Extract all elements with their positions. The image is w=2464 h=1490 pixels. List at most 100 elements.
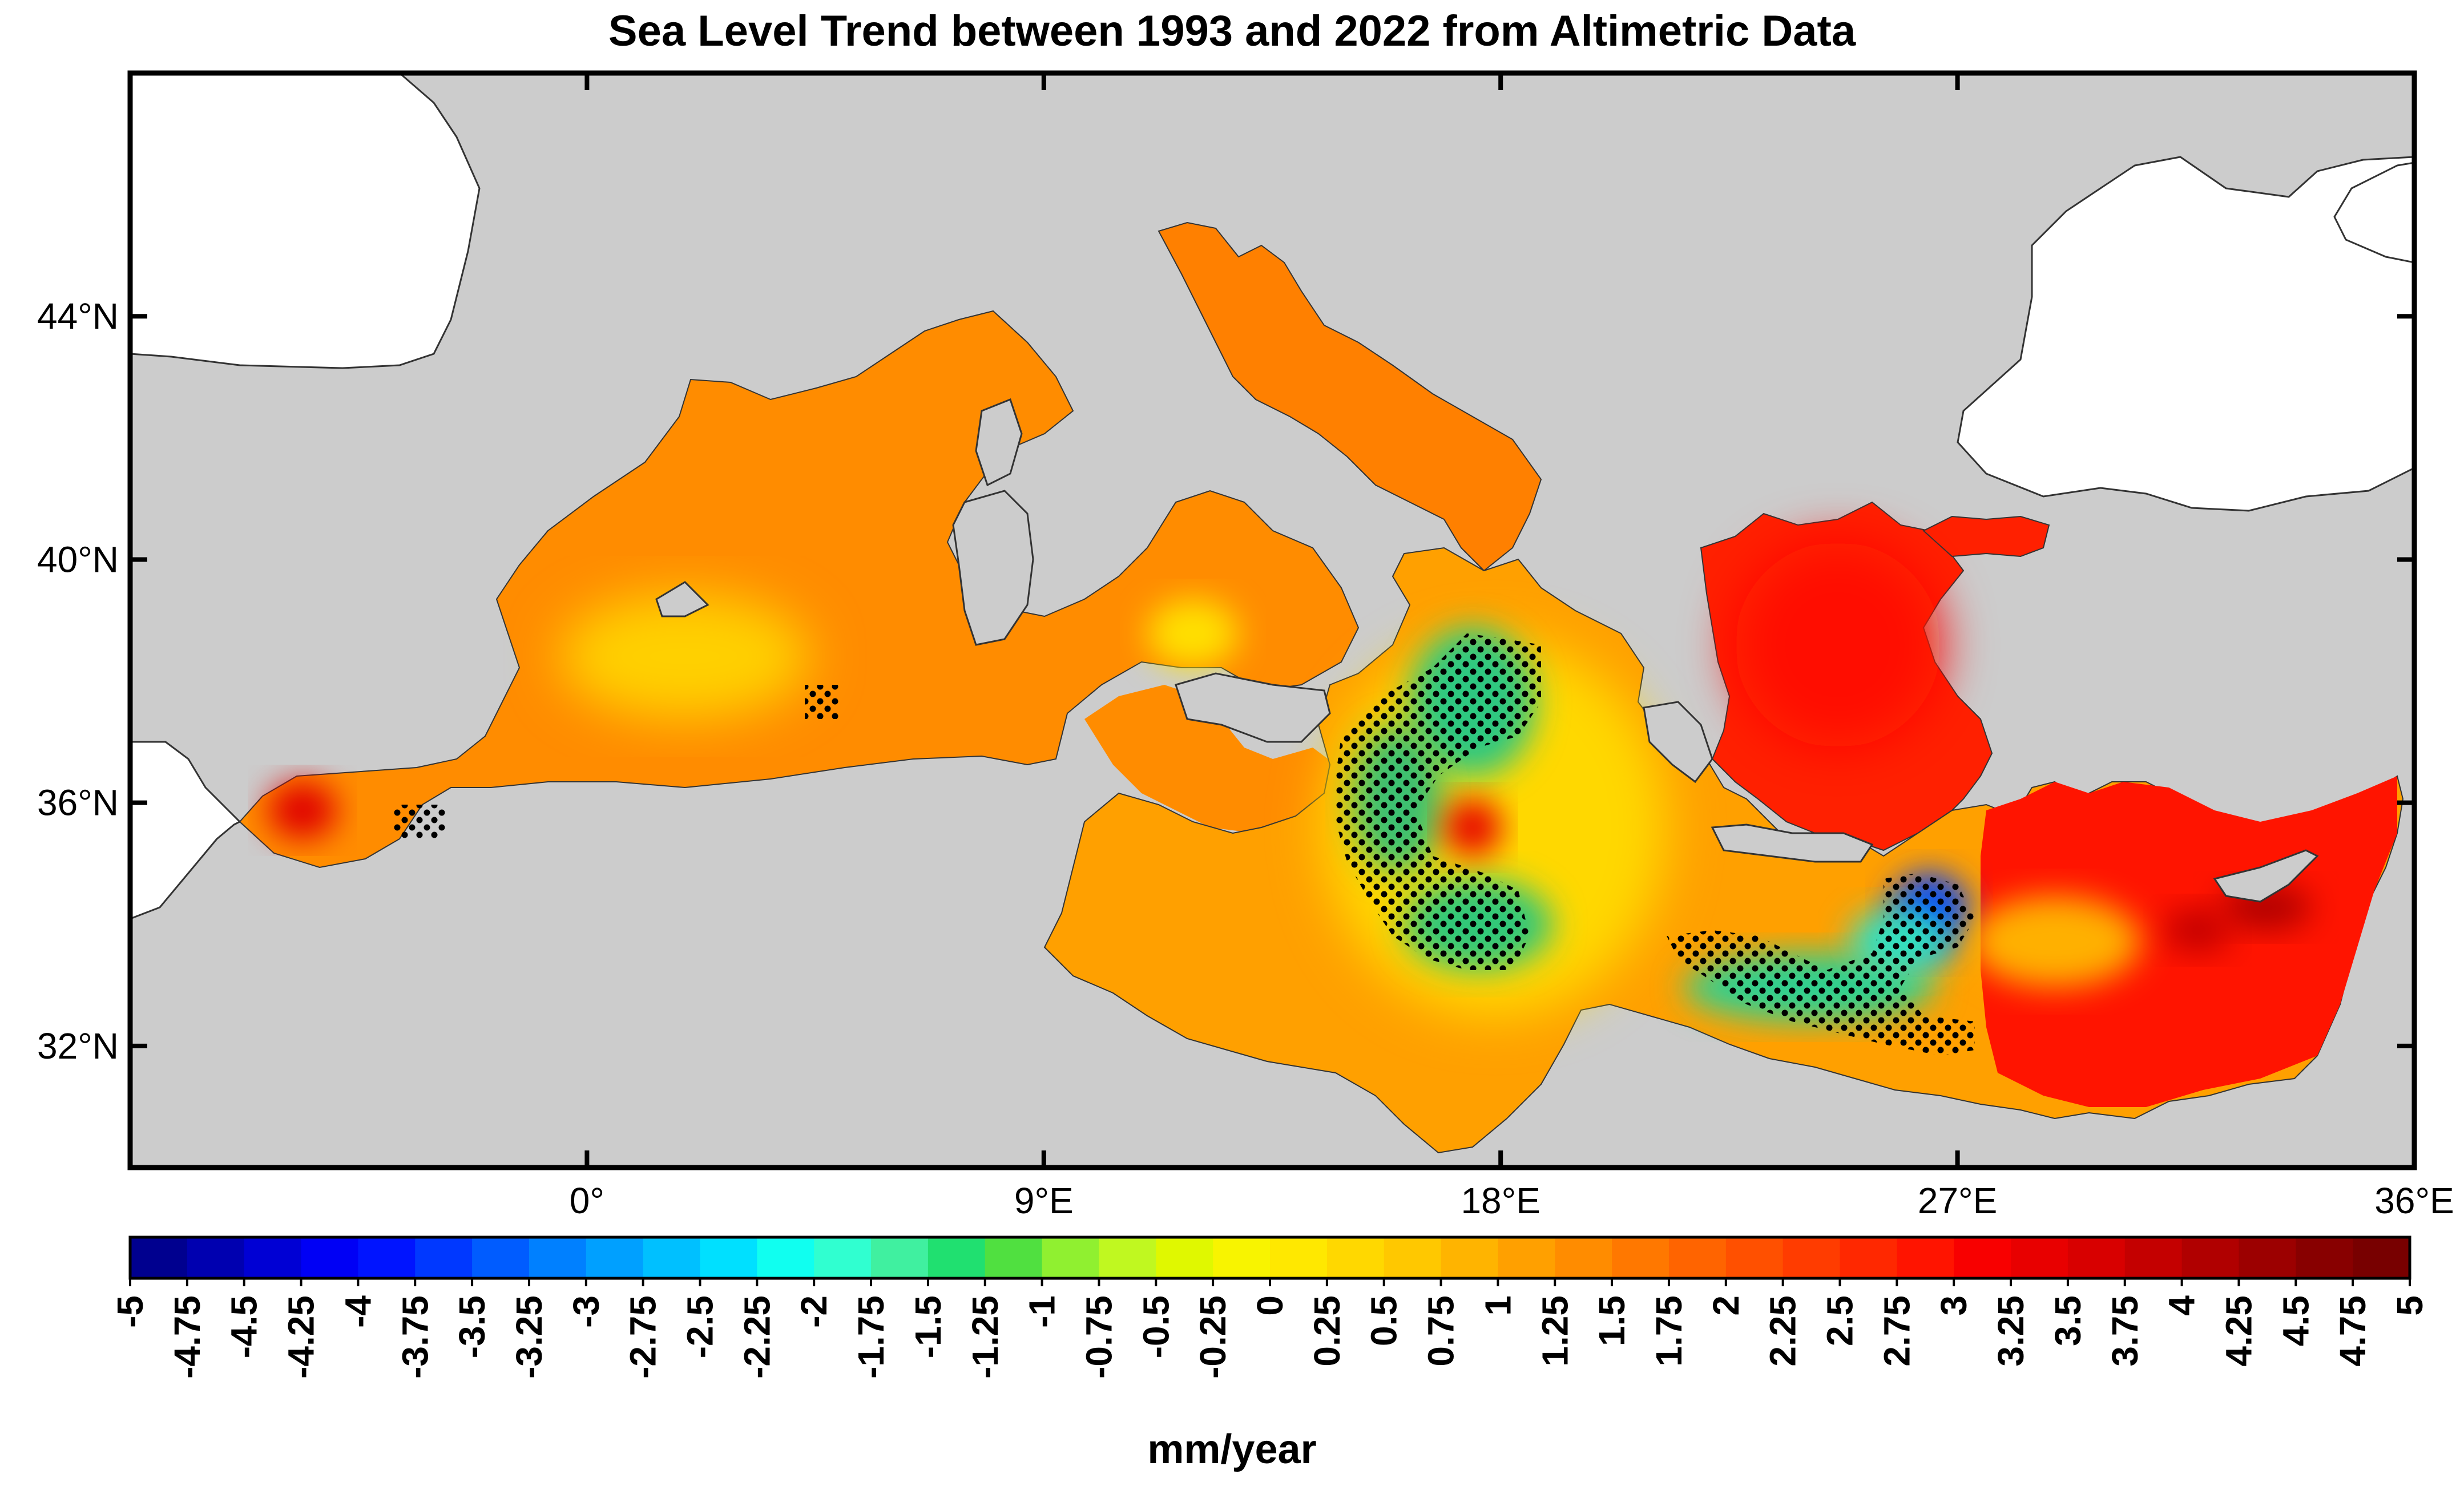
- colorbar-swatch: [2067, 1237, 2126, 1278]
- colorbar-level-label: -5: [110, 1295, 151, 1328]
- sardinia: [952, 490, 1034, 646]
- black-sea: [1957, 156, 2414, 512]
- colorbar-swatch: [2011, 1237, 2068, 1278]
- sardinia-yellow: [1147, 599, 1239, 668]
- y-tick-label: 44°N: [37, 296, 119, 337]
- colorbar-swatch: [1954, 1237, 2011, 1278]
- alboran-high: [268, 782, 337, 839]
- colorbar-level-label: 4.25: [2218, 1295, 2259, 1367]
- colorbar: [128, 1235, 2411, 1280]
- balearic-yellow: [559, 593, 810, 719]
- colorbar-unit: mm/year: [1147, 1427, 1317, 1472]
- colorbar-level-label: 3.75: [2104, 1295, 2146, 1367]
- colorbar-level-label: 2.75: [1876, 1295, 1917, 1367]
- islands: [655, 398, 2319, 903]
- ionian-red-core: [1444, 799, 1501, 856]
- colorbar-swatch: [1384, 1237, 1442, 1278]
- colorbar-swatch: [1270, 1237, 1328, 1278]
- levantine-orange: [1969, 896, 2140, 987]
- adriatic: [1158, 221, 1542, 572]
- x-tick-label: 27°E: [1918, 1180, 1997, 1221]
- colorbar-level-label: 2.25: [1763, 1295, 1804, 1367]
- colorbar-swatch: [1783, 1237, 1840, 1278]
- colorbar-level-label: 1.5: [1591, 1295, 1632, 1346]
- x-tick-label: 0°: [570, 1180, 604, 1221]
- colorbar-level-label: 0: [1249, 1295, 1291, 1316]
- colorbar-swatch: [1840, 1237, 1897, 1278]
- x-tick-label: 9°E: [1014, 1180, 1074, 1221]
- peloponnese: [1643, 701, 1713, 784]
- colorbar-level-label: 3.25: [1990, 1295, 2031, 1367]
- colorbar-swatch: [985, 1237, 1043, 1278]
- colorbar-swatch: [472, 1237, 530, 1278]
- stipple-regions: [394, 633, 1975, 1056]
- colorbar-swatch: [1668, 1237, 1727, 1278]
- colorbar-level-label: 0.25: [1306, 1295, 1348, 1367]
- colorbar-swatch: [757, 1237, 814, 1278]
- colorbar-level-label: 2.5: [1820, 1295, 1861, 1346]
- colorbar-level-label: -2.25: [736, 1295, 777, 1379]
- colorbar-level-label: -4.25: [281, 1295, 322, 1379]
- colorbar-swatch: [1612, 1237, 1669, 1278]
- x-tick-label: 18°E: [1461, 1180, 1540, 1221]
- sicily: [1175, 672, 1331, 743]
- map-area: [130, 73, 2414, 1168]
- colorbar-level-label: -2.75: [623, 1295, 664, 1379]
- colorbar-level-label: -1.75: [850, 1295, 892, 1379]
- colorbar-labels: -5 -4.75 -4.5 -4.25 -4 -3.75 -3.5 -3.25 -3 -2.75-…: [110, 1278, 2430, 1379]
- colorbar-level-label: 4: [2161, 1295, 2203, 1316]
- colorbar-swatch: [1897, 1237, 1954, 1278]
- mallorca: [655, 581, 709, 617]
- colorbar-level-label: -3.25: [509, 1295, 550, 1379]
- colorbar-level-label: 1.75: [1648, 1295, 1689, 1367]
- map-title: Sea Level Trend between 1993 and 2022 fr…: [608, 7, 1856, 55]
- colorbar-level-label: -0.75: [1078, 1295, 1119, 1379]
- colorbar-swatch: [2124, 1237, 2183, 1278]
- y-tick-labels: 32°N 36°N 40°N 44°N: [37, 296, 119, 1067]
- colorbar-swatch: [130, 1237, 188, 1278]
- colorbar-swatch: [1498, 1237, 1555, 1278]
- colorbar-swatch: [643, 1237, 700, 1278]
- colorbar-level-label: 3: [1933, 1295, 1974, 1316]
- cyprus: [2213, 849, 2319, 903]
- colorbar-swatch: [927, 1237, 986, 1278]
- y-tick-label: 40°N: [37, 539, 119, 580]
- colorbar-swatch: [2181, 1237, 2239, 1278]
- colorbar-level-label: -0.5: [1135, 1295, 1176, 1358]
- colorbar-level-label: 2: [1705, 1295, 1747, 1316]
- y-tick-label: 32°N: [37, 1025, 119, 1067]
- corsica: [975, 398, 1023, 487]
- colorbar-swatch: [2353, 1237, 2410, 1278]
- cyprus-dark: [2163, 907, 2232, 953]
- colorbar-level-label: -1: [1022, 1295, 1063, 1328]
- colorbar-swatch: [586, 1237, 644, 1278]
- atlantic-strait: [130, 741, 241, 920]
- colorbar-level-label: 0.5: [1364, 1295, 1405, 1346]
- colorbar-swatch: [2296, 1237, 2353, 1278]
- map-frame: [127, 70, 2417, 1170]
- atlantic-ocean: [130, 73, 481, 369]
- colorbar-swatch: [871, 1237, 929, 1278]
- colorbar-swatch: [814, 1237, 872, 1278]
- colorbar-swatch: [1213, 1237, 1271, 1278]
- colorbar-swatch: [1555, 1237, 1612, 1278]
- colorbar-level-label: 3.5: [2047, 1295, 2088, 1346]
- colorbar-level-label: -2: [793, 1295, 834, 1328]
- colorbar-level-label: 4.5: [2275, 1295, 2316, 1346]
- colorbar-swatch: [1441, 1237, 1498, 1278]
- marmara: [1922, 515, 2050, 558]
- colorbar-swatch: [1099, 1237, 1156, 1278]
- crete: [1711, 823, 1874, 863]
- x-tick-label: 36°E: [2374, 1180, 2454, 1221]
- colorbar-level-label: -4: [337, 1295, 378, 1328]
- colorbar-level-label: -1.5: [908, 1295, 949, 1358]
- colorbar-level-label: -4.5: [224, 1295, 265, 1358]
- tyrrhenian-sicily: [1084, 685, 1336, 833]
- colorbar-swatch: [1326, 1237, 1385, 1278]
- alboran-stipple: [394, 805, 445, 839]
- colorbar-swatch: [700, 1237, 757, 1278]
- colorbar-level-label: -3.75: [394, 1295, 435, 1379]
- colorbar-level-label: -2.5: [680, 1295, 721, 1358]
- black-sea-east: [2333, 161, 2414, 264]
